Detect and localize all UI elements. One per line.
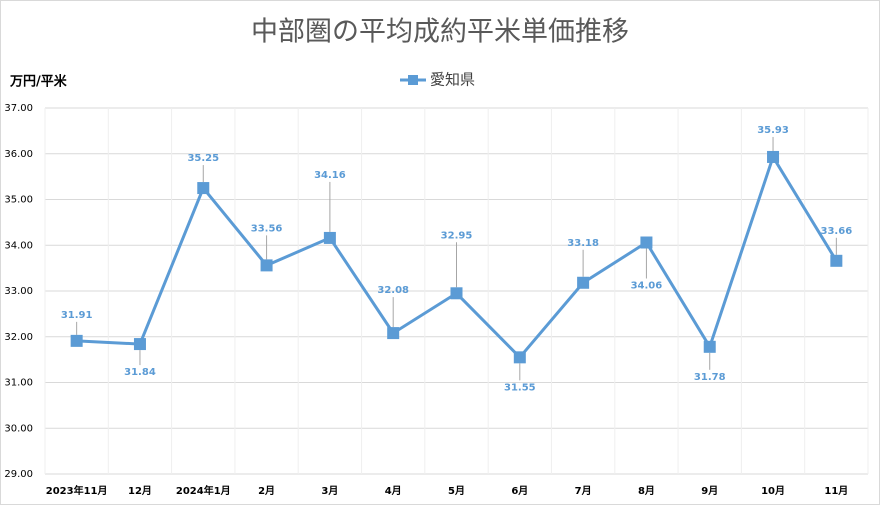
x-tick-label: 11月 (824, 485, 848, 497)
y-axis-label: 万円/平米 (9, 74, 68, 90)
point-marker (577, 276, 590, 289)
point-marker (260, 259, 273, 272)
point-marker (767, 150, 780, 163)
legend-marker (408, 75, 418, 85)
x-tick-label: 5月 (448, 485, 465, 497)
chart-title: 中部圏の平均成約平米単価推移 (251, 17, 629, 48)
point-marker (133, 338, 146, 351)
x-tick-label: 2024年1月 (176, 484, 231, 497)
data-label: 34.06 (631, 281, 663, 292)
x-tick-label: 7月 (575, 485, 592, 497)
data-label: 35.25 (187, 153, 219, 164)
data-label: 32.95 (441, 230, 473, 241)
y-tick-label: 35.00 (4, 195, 33, 206)
y-tick-label: 30.00 (4, 423, 33, 434)
point-marker (640, 236, 653, 249)
y-tick-label: 29.00 (4, 469, 33, 480)
x-tick-label: 6月 (511, 485, 528, 497)
x-tick-label: 4月 (385, 485, 402, 497)
y-tick-label: 36.00 (4, 149, 33, 160)
y-tick-label: 32.00 (4, 332, 33, 343)
data-label: 35.93 (757, 125, 789, 136)
y-tick-label: 37.00 (4, 103, 33, 114)
point-marker (70, 334, 83, 347)
point-marker (323, 231, 336, 244)
point-marker (830, 254, 843, 267)
x-tick-label: 2023年11月 (46, 484, 108, 497)
data-label: 31.84 (124, 367, 156, 378)
data-label: 34.16 (314, 170, 346, 181)
data-label: 31.91 (61, 310, 93, 321)
data-label: 32.08 (377, 285, 409, 296)
x-tick-label: 9月 (701, 485, 718, 497)
x-tick-label: 10月 (761, 485, 785, 497)
data-label: 33.66 (821, 226, 853, 237)
point-marker (513, 351, 526, 364)
legend-label: 愛知県 (430, 71, 475, 89)
point-marker (387, 327, 400, 340)
data-label: 31.78 (694, 372, 726, 383)
data-label: 31.55 (504, 382, 536, 393)
y-tick-label: 31.00 (4, 378, 33, 389)
data-label: 33.56 (251, 223, 283, 234)
x-tick-label: 2月 (258, 485, 275, 497)
y-tick-label: 33.00 (4, 286, 33, 297)
data-label: 33.18 (567, 238, 599, 249)
point-marker (197, 182, 210, 195)
x-tick-label: 3月 (321, 485, 338, 497)
y-tick-label: 34.00 (4, 240, 33, 251)
x-tick-label: 12月 (128, 485, 152, 497)
point-marker (450, 287, 463, 300)
point-marker (703, 340, 716, 353)
x-tick-label: 8月 (638, 485, 655, 497)
